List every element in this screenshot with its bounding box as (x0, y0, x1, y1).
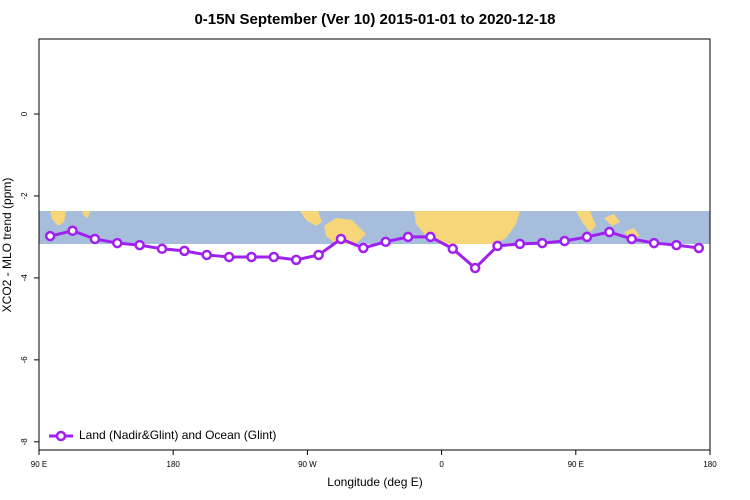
data-point (268, 251, 280, 263)
data-point (335, 233, 347, 245)
x-tick-label: 0 (439, 460, 444, 469)
data-point (290, 254, 302, 266)
data-point (648, 237, 660, 249)
x-tick-label: 180 (703, 460, 717, 469)
data-point (581, 231, 593, 243)
data-point (514, 238, 526, 250)
data-point (425, 231, 436, 243)
data-point (626, 233, 637, 245)
legend-marker (55, 430, 67, 442)
legend: Land (Nadir&Glint) and Ocean (Glint) (49, 428, 276, 442)
x-tick-label: 90 E (31, 460, 47, 469)
data-point (671, 239, 682, 251)
data-point (246, 251, 257, 263)
x-axis-label: Longitude (deg E) (327, 475, 422, 489)
y-axis-label: XCO2 - MLO trend (ppm) (0, 178, 14, 313)
y-tick-label: -2 (20, 192, 29, 200)
data-point (89, 233, 101, 245)
data-point (559, 235, 570, 247)
data-point (313, 249, 324, 261)
data-point (492, 240, 503, 252)
data-point (402, 231, 414, 243)
data-point (447, 243, 459, 255)
chart-title: 0-15N September (Ver 10) 2015-01-01 to 2… (194, 11, 555, 28)
legend-label: Land (Nadir&Glint) and Ocean (Glint) (79, 428, 276, 442)
x-tick-label: 90 W (298, 460, 317, 469)
data-point (112, 237, 123, 249)
data-point (604, 226, 615, 238)
x-tick-label: 90 E (568, 460, 584, 469)
data-point (537, 237, 548, 249)
data-point (44, 230, 56, 242)
data-point (380, 236, 391, 248)
data-point (223, 251, 235, 263)
data-point (67, 225, 78, 237)
data-point (134, 239, 145, 251)
data-point (201, 249, 212, 261)
map-background (39, 211, 710, 244)
data-point (358, 242, 369, 254)
y-tick-label: -8 (20, 438, 29, 446)
y-tick-label: -6 (20, 356, 29, 364)
data-point (469, 262, 481, 274)
data-point (156, 243, 168, 255)
data-point (179, 245, 190, 257)
data-point (693, 242, 705, 254)
y-tick-label: 0 (20, 111, 29, 116)
y-tick-label: -4 (20, 274, 29, 282)
plot-frame (38, 38, 711, 451)
x-tick-label: 180 (167, 460, 181, 469)
